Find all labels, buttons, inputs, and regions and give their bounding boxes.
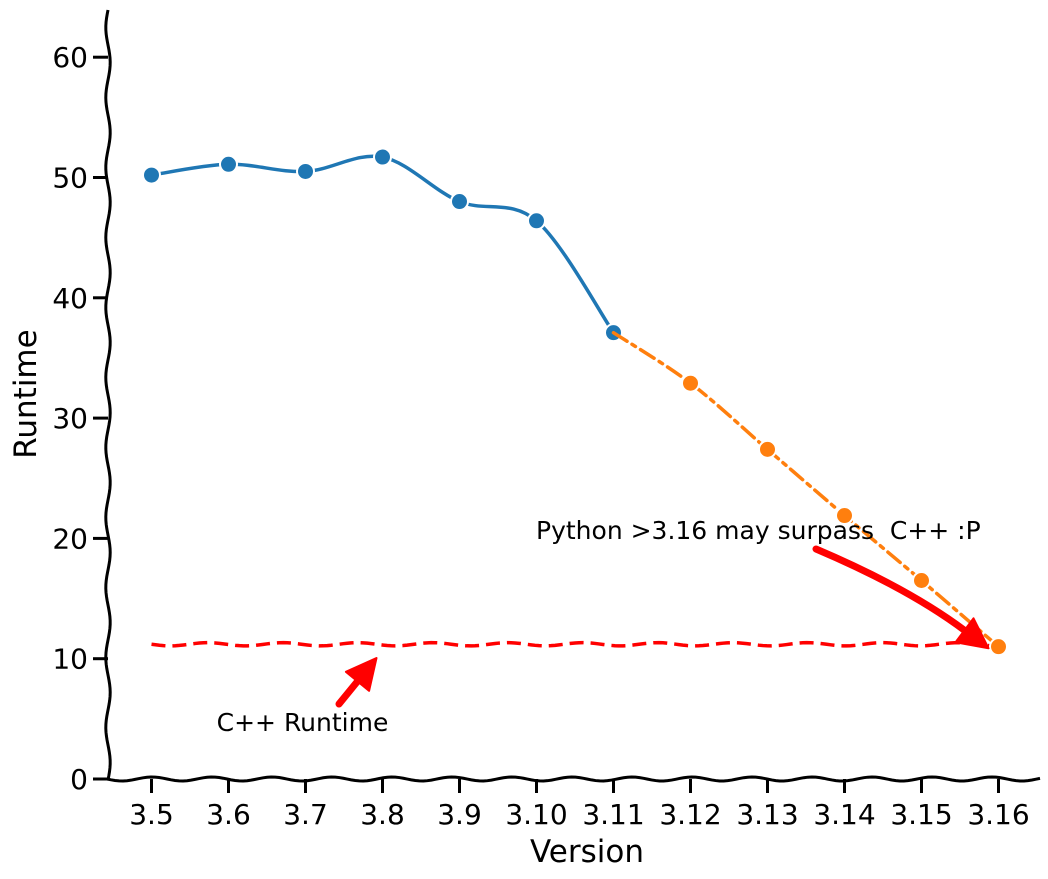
surpass-arrow-shaft <box>812 545 968 634</box>
cpp-runtime-arrow-shaft <box>335 677 362 708</box>
data-point <box>219 154 238 174</box>
data-point <box>450 192 469 212</box>
cpp-runtime-reference-line <box>151 640 999 648</box>
series-line-1 <box>149 154 616 335</box>
data-point <box>296 161 315 181</box>
cpp-runtime-arrow <box>335 657 378 708</box>
axes: 0 10 20 30 40 50 60 3.5 3.6 3.7 3.8 3.9 3.10 3.11 3.12… <box>52 9 1041 831</box>
annotation-layer: C++ Runtime Python >3.16 may surpass C++ … <box>217 516 990 737</box>
data-point <box>758 439 777 459</box>
x-axis-line <box>106 775 1041 783</box>
x-tick-label: 3.15 <box>890 798 952 831</box>
data-point <box>912 571 931 591</box>
x-tick-label: 3.12 <box>659 798 721 831</box>
series-layer <box>142 147 1008 657</box>
data-point <box>142 165 161 185</box>
cpp-runtime-annotation-text: C++ Runtime <box>217 708 389 737</box>
cpp-runtime-arrow-head <box>344 657 378 692</box>
series-line-2 <box>611 330 1001 649</box>
surpass-arrow <box>812 545 990 650</box>
y-tick-label: 40 <box>52 282 88 315</box>
y-tick-label: 30 <box>52 402 88 435</box>
y-axis-title: Runtime <box>8 329 44 458</box>
y-tick-label: 0 <box>70 763 88 796</box>
data-point <box>835 506 854 526</box>
data-point <box>681 373 700 393</box>
surpass-annotation-text: Python >3.16 may surpass C++ :P <box>536 516 981 545</box>
x-tick-label: 3.8 <box>360 798 405 831</box>
x-tick-label: 3.7 <box>283 798 328 831</box>
y-axis-line <box>104 9 112 781</box>
data-point <box>989 637 1008 657</box>
surpass-arrow-head <box>954 617 990 650</box>
x-tick-label: 3.10 <box>505 798 567 831</box>
y-tick-label: 60 <box>52 41 88 74</box>
x-axis-title: Version <box>530 834 644 870</box>
x-tick-label: 3.6 <box>206 798 251 831</box>
x-tick-label: 3.13 <box>736 798 798 831</box>
y-tick-label: 50 <box>52 162 88 195</box>
x-tick-label: 3.14 <box>813 798 875 831</box>
reference-line-layer <box>151 640 999 648</box>
x-tick-label: 3.16 <box>967 798 1029 831</box>
x-tick-label: 3.11 <box>582 798 644 831</box>
data-point <box>373 147 392 167</box>
x-tick-label: 3.9 <box>437 798 482 831</box>
y-tick-label: 10 <box>52 643 88 676</box>
x-tick-label: 3.5 <box>129 798 174 831</box>
data-point <box>527 211 546 231</box>
y-tick-label: 20 <box>52 522 88 555</box>
